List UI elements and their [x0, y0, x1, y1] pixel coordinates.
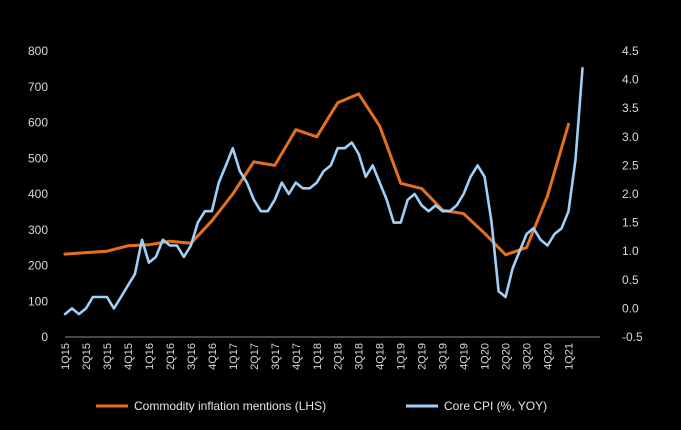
x-tick-label: 2Q15	[81, 343, 93, 370]
right-tick-label: 0.0	[622, 301, 639, 315]
right-tick-label: 3.5	[622, 101, 639, 115]
legend-item-core-cpi: Core CPI (%, YOY)	[406, 399, 547, 413]
left-tick-label: 100	[28, 294, 48, 308]
left-tick-label: 600	[28, 116, 48, 130]
x-tick-label: 3Q15	[102, 343, 114, 370]
x-tick-label: 4Q18	[375, 343, 387, 370]
x-tick-label: 2Q19	[417, 343, 429, 370]
series-line-core-cpi	[63, 66, 584, 316]
legend-label-commodity: Commodity inflation mentions (LHS)	[134, 399, 326, 413]
x-tick-label: 1Q17	[228, 343, 240, 370]
legend-label-core-cpi: Core CPI (%, YOY)	[444, 399, 547, 413]
left-tick-label: 800	[28, 44, 48, 58]
x-tick-label: 4Q17	[291, 343, 303, 370]
left-tick-label: 0	[41, 330, 48, 344]
right-tick-label: 1.0	[622, 244, 639, 258]
left-tick-label: 200	[28, 259, 48, 273]
x-tick-label: 4Q20	[543, 343, 555, 370]
series-line-commodity	[63, 92, 570, 257]
x-axis: 1Q15 2Q15 3Q15 4Q15 1Q16 2Q16 3Q16 4Q16 1Q17 2Q17…	[60, 343, 576, 370]
right-tick-label: 1.5	[622, 216, 639, 230]
x-tick-label: 2Q20	[501, 343, 513, 370]
x-tick-label: 3Q20	[522, 343, 534, 370]
x-tick-label: 1Q20	[480, 343, 492, 370]
left-tick-label: 300	[28, 223, 48, 237]
x-tick-label: 2Q18	[333, 343, 345, 370]
legend-item-commodity: Commodity inflation mentions (LHS)	[96, 399, 326, 413]
x-tick-label: 1Q18	[312, 343, 324, 370]
x-tick-label: 3Q17	[270, 343, 282, 370]
left-tick-label: 400	[28, 187, 48, 201]
x-tick-label: 1Q19	[396, 343, 408, 370]
right-tick-label: 2.5	[622, 158, 639, 172]
x-tick-label: 2Q16	[165, 343, 177, 370]
x-tick-label: 2Q17	[249, 343, 261, 370]
right-tick-label: 4.0	[622, 73, 639, 87]
x-tick-label: 1Q16	[144, 343, 156, 370]
right-tick-label: 4.5	[622, 44, 639, 58]
x-tick-label: 1Q21	[564, 343, 576, 370]
x-tick-label: 4Q16	[207, 343, 219, 370]
x-tick-label: 4Q19	[459, 343, 471, 370]
left-y-axis: 0 100 200 300 400 500 600 700 800	[28, 44, 48, 344]
left-tick-label: 700	[28, 80, 48, 94]
left-tick-label: 500	[28, 151, 48, 165]
x-tick-label: 3Q18	[354, 343, 366, 370]
right-tick-label: 2.0	[622, 187, 639, 201]
x-tick-label: 3Q19	[438, 343, 450, 370]
x-tick-label: 1Q15	[60, 343, 72, 370]
plot-area	[63, 66, 600, 338]
legend: Commodity inflation mentions (LHS) Core …	[96, 399, 547, 413]
x-tick-label: 3Q16	[186, 343, 198, 370]
right-tick-label: 0.5	[622, 273, 639, 287]
right-tick-label: -0.5	[622, 330, 643, 344]
x-tick-label: 4Q15	[123, 343, 135, 370]
right-tick-label: 3.0	[622, 130, 639, 144]
right-y-axis: -0.5 0.0 0.5 1.0 1.5 2.0 2.5 3.0 3.5 4.0 4.5	[622, 44, 643, 344]
